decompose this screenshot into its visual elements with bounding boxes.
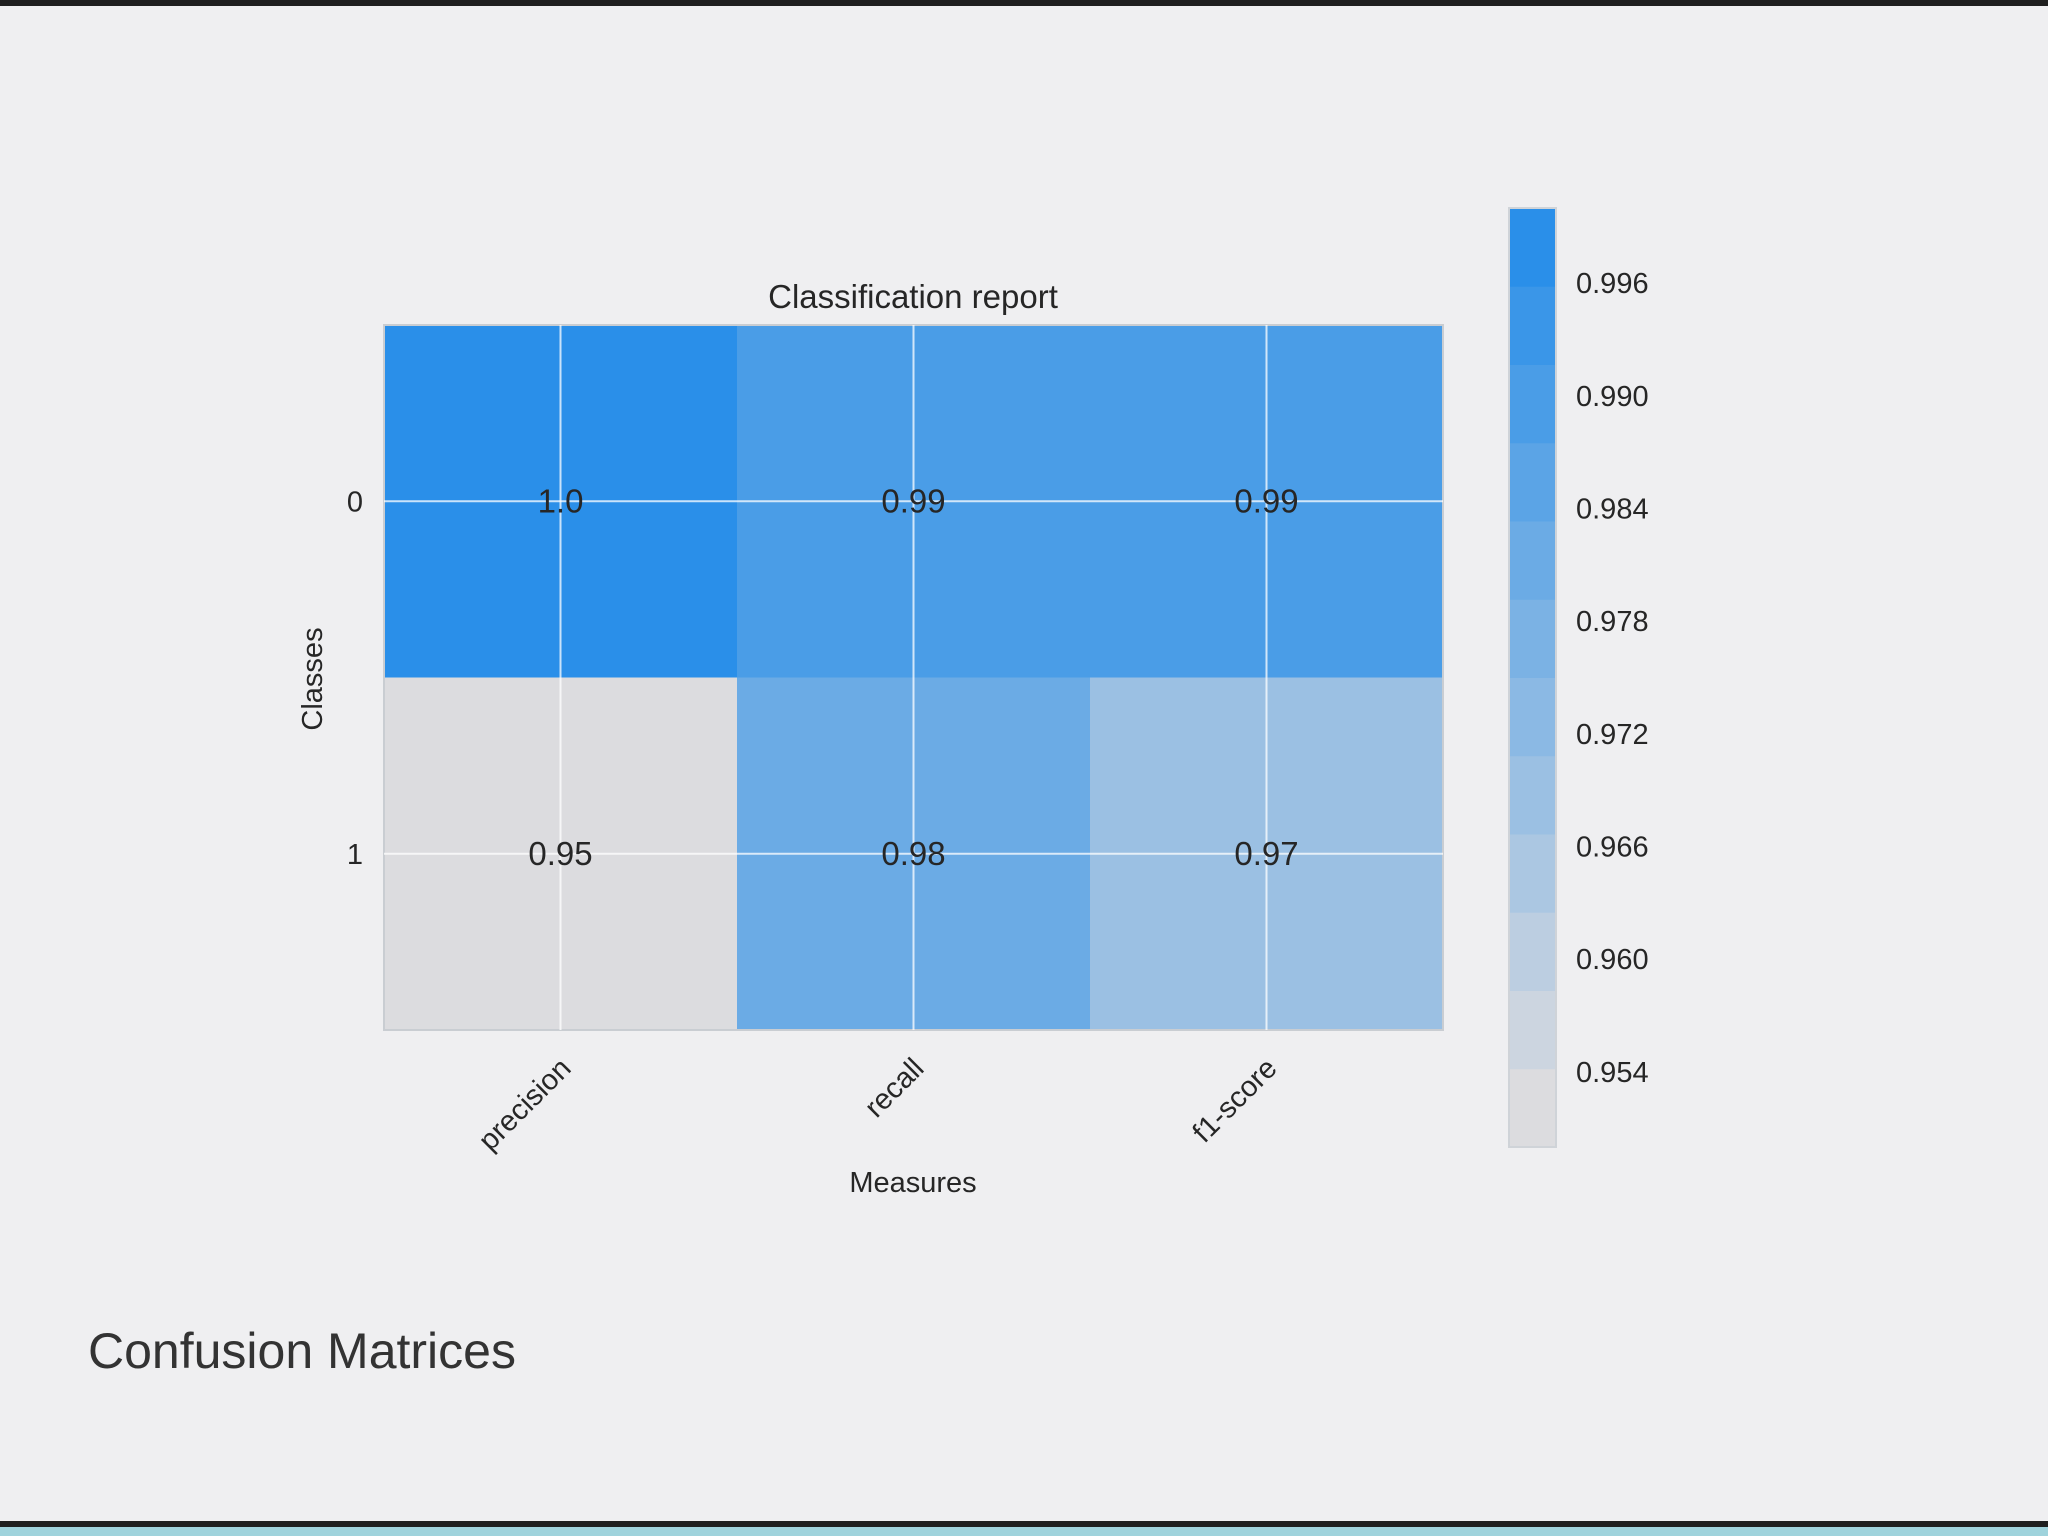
colorbar-tick-label: 0.990 xyxy=(1576,381,1649,413)
x-tick-label: precision xyxy=(473,1052,578,1157)
colorbar-segment xyxy=(1509,990,1556,1070)
colorbar-segment xyxy=(1509,521,1556,600)
section-heading: Confusion Matrices xyxy=(88,1323,516,1379)
colorbar-tick-label: 0.960 xyxy=(1576,944,1649,976)
bottom-border xyxy=(0,1521,2048,1527)
y-tick-label: 1 xyxy=(347,839,363,871)
colorbar-tick-label: 0.984 xyxy=(1576,493,1649,525)
colorbar-tick-label: 0.972 xyxy=(1576,719,1649,751)
cell-value-label: 0.99 xyxy=(881,482,945,519)
colorbar-segment xyxy=(1509,912,1556,991)
colorbar-segment xyxy=(1509,442,1556,522)
x-axis-label: Measures xyxy=(849,1167,976,1199)
cell-value-label: 0.98 xyxy=(881,835,945,872)
cell-value-label: 1.0 xyxy=(538,482,584,519)
colorbar-segment xyxy=(1509,364,1556,444)
cell-value-label: 0.99 xyxy=(1234,482,1298,519)
heatmap-cell-labels: 1.0 0.99 0.99 0.95 0.98 0.97 xyxy=(528,482,1298,872)
colorbar-tick-label: 0.966 xyxy=(1576,832,1649,864)
colorbar-border xyxy=(1508,207,1557,1148)
colorbar-segment xyxy=(1509,834,1556,913)
colorbar-segment xyxy=(1509,208,1556,287)
cell-value-label: 0.95 xyxy=(528,835,592,872)
x-tick-labels: precision recall f1-score xyxy=(473,1052,1284,1157)
y-tick-labels: 01 xyxy=(347,486,363,871)
colorbar-segment xyxy=(1509,755,1556,835)
top-border xyxy=(0,0,2048,6)
colorbar xyxy=(1508,207,1557,1148)
colorbar-tick-label: 0.996 xyxy=(1576,268,1649,300)
cell-value-label: 0.97 xyxy=(1234,835,1298,872)
heatmap-gridlines xyxy=(384,325,1443,1030)
x-tick-label: recall xyxy=(859,1052,931,1124)
y-axis-label: Classes xyxy=(297,627,329,730)
chart-title: Classification report xyxy=(768,278,1058,315)
bottom-accent-strip xyxy=(0,1527,2048,1536)
colorbar-segment xyxy=(1509,599,1556,678)
y-tick-label: 0 xyxy=(347,486,363,518)
x-tick-label: f1-score xyxy=(1187,1052,1284,1149)
colorbar-tick-labels: 0.954 0.960 0.966 0.972 0.978 0.984 0.990 0.996 xyxy=(1576,268,1649,1089)
colorbar-tick-label: 0.978 xyxy=(1576,606,1649,638)
colorbar-segment xyxy=(1509,1068,1556,1148)
colorbar-tick-label: 0.954 xyxy=(1576,1057,1649,1089)
colorbar-segment xyxy=(1509,286,1556,365)
colorbar-segment xyxy=(1509,677,1556,757)
